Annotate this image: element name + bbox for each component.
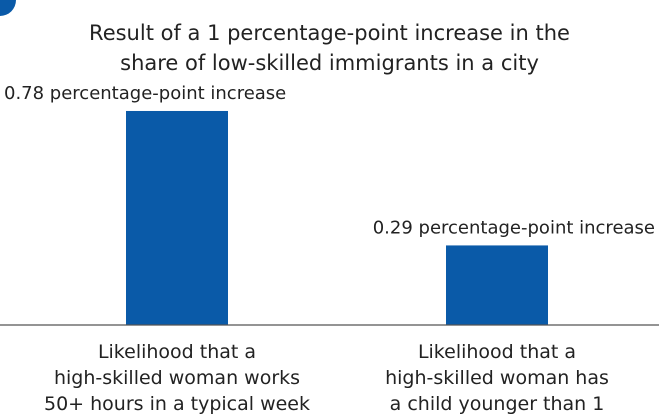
data-label-1: 0.78 percentage-point increase: [4, 83, 286, 104]
chart-title: Result of a 1 percentage-point increase …: [0, 18, 659, 78]
data-label-2: 0.29 percentage-point increase: [373, 217, 655, 238]
category-label-2-line-3: a child younger than 1: [390, 393, 605, 415]
chart-title-line: Result of a 1 percentage-point increase …: [89, 21, 570, 45]
bar-2: [446, 245, 548, 325]
bar-1: [126, 110, 228, 325]
bars-group: [126, 110, 548, 325]
category-label-1-line-3: 50+ hours in a typical week: [44, 393, 310, 415]
category-label-1-line-1: Likelihood that a: [98, 341, 256, 363]
chart-title-line: share of low-skilled immigrants in a cit…: [120, 51, 539, 75]
labels-group: 0.78 percentage-point increase Likelihood…: [4, 83, 655, 415]
category-label-1-line-2: high-skilled woman works: [54, 367, 300, 389]
category-label-2-line-2: high-skilled woman has: [385, 367, 609, 389]
category-label-2-line-1: Likelihood that a: [418, 341, 576, 363]
